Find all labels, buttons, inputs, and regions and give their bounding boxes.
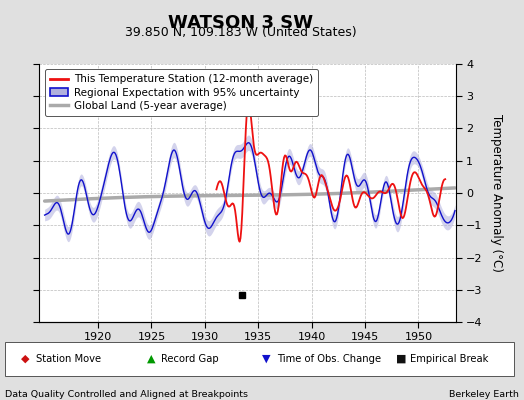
Text: ■: ■ <box>396 354 406 364</box>
Text: ▼: ▼ <box>262 354 270 364</box>
Text: ◆: ◆ <box>21 354 29 364</box>
Legend: This Temperature Station (12-month average), Regional Expectation with 95% uncer: This Temperature Station (12-month avera… <box>45 69 318 116</box>
Text: Station Move: Station Move <box>36 354 101 364</box>
Text: Data Quality Controlled and Aligned at Breakpoints: Data Quality Controlled and Aligned at B… <box>5 390 248 399</box>
Y-axis label: Temperature Anomaly (°C): Temperature Anomaly (°C) <box>490 114 503 272</box>
Text: 39.850 N, 109.183 W (United States): 39.850 N, 109.183 W (United States) <box>125 26 357 39</box>
Text: WATSON 3 SW: WATSON 3 SW <box>169 14 313 32</box>
Text: Empirical Break: Empirical Break <box>410 354 489 364</box>
Text: ▲: ▲ <box>147 354 155 364</box>
Text: Time of Obs. Change: Time of Obs. Change <box>277 354 381 364</box>
Text: Record Gap: Record Gap <box>161 354 219 364</box>
Text: Berkeley Earth: Berkeley Earth <box>449 390 519 399</box>
